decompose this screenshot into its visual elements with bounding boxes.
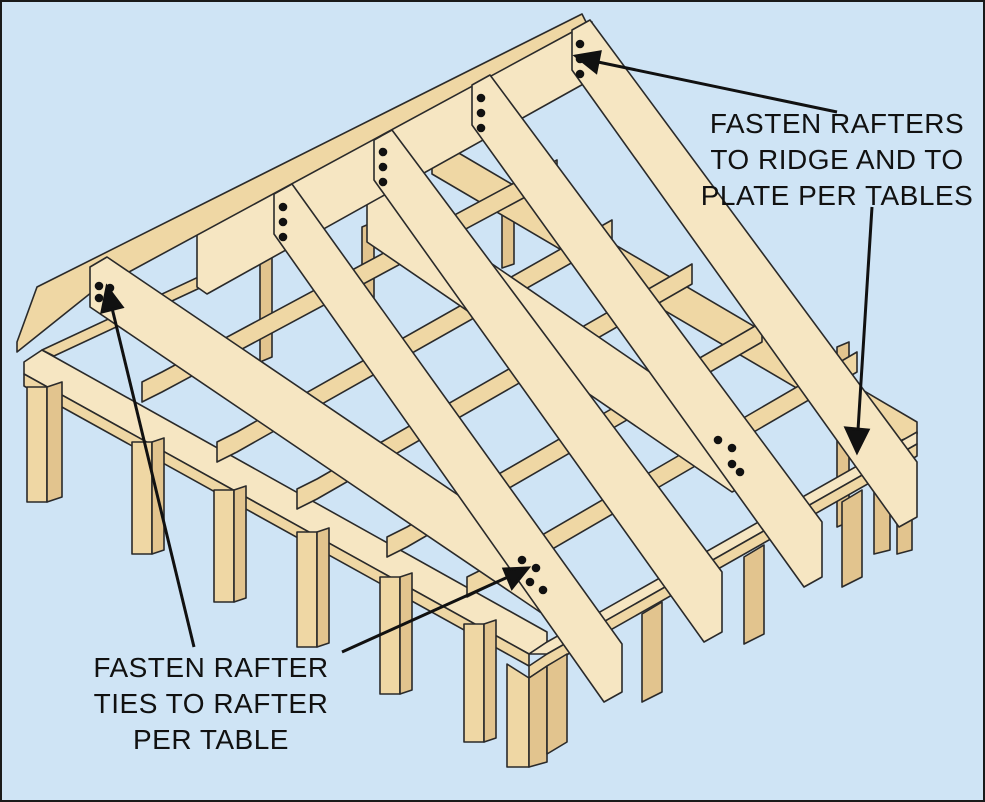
callout-line: PLATE PER TABLES [700,180,974,211]
front-stud [296,531,318,648]
front-stud [399,572,413,695]
corner-stud [528,665,548,768]
leader-line [856,206,874,431]
fastener-nail [278,217,288,227]
fastener-nail [94,281,104,291]
arrowhead [100,283,125,315]
front-stud [483,619,497,743]
fastener-nail [278,202,288,212]
rafter [571,19,918,528]
arrowhead [572,50,602,75]
ceiling-joist [296,263,693,510]
callout-line: FASTEN RAFTERS [709,108,965,139]
fastener-nail [713,435,723,445]
right-top-plate [528,431,918,655]
fastener-nail [575,69,585,79]
front-stud [46,381,63,503]
fastener-nail [727,459,737,469]
side-stud [641,601,663,703]
side-stud [743,544,765,645]
fastener-nail [476,93,486,103]
leader-line [597,60,838,114]
callout-line: TIES TO RAFTER [93,688,329,719]
callout-line: TO RIDGE AND TO [710,144,964,175]
fastener-nail [735,467,745,477]
rafter [273,183,623,703]
leader-line [110,307,196,648]
corner-stud [506,663,530,768]
callout-fasten-rafter-ties: FASTEN RAFTER TIES TO RAFTER PER TABLE [80,650,342,758]
front-stud [213,489,235,603]
fastener-nail [476,108,486,118]
arrowhead [501,566,532,591]
fastener-nail [517,555,527,565]
fastener-nail [476,123,486,133]
fastener-nail [94,293,104,303]
callout-line: PER TABLE [133,724,289,755]
front-stud [463,623,485,743]
front-stud [26,386,48,503]
callout-line: FASTEN RAFTER [93,652,329,683]
fastener-nail [538,585,548,595]
side-stud [841,489,863,588]
fastener-nail [531,563,541,573]
callout-fasten-rafters-to-ridge: FASTEN RAFTERS TO RIDGE AND TO PLATE PER… [697,106,977,214]
fastener-nail [525,577,535,587]
fastener-nail [378,147,388,157]
back-stud [259,251,273,363]
fastener-nail [575,39,585,49]
side-stud [546,653,568,755]
fastener-nail [727,443,737,453]
arrowhead [843,426,871,456]
front-stud [233,485,247,603]
fastener-nail [378,177,388,187]
leader-line [341,575,509,654]
fastener-nail [378,162,388,172]
rafter [373,129,723,643]
front-stud [316,527,330,648]
fastener-nail [278,232,288,242]
rafter [471,74,823,588]
front-stud [379,576,401,695]
